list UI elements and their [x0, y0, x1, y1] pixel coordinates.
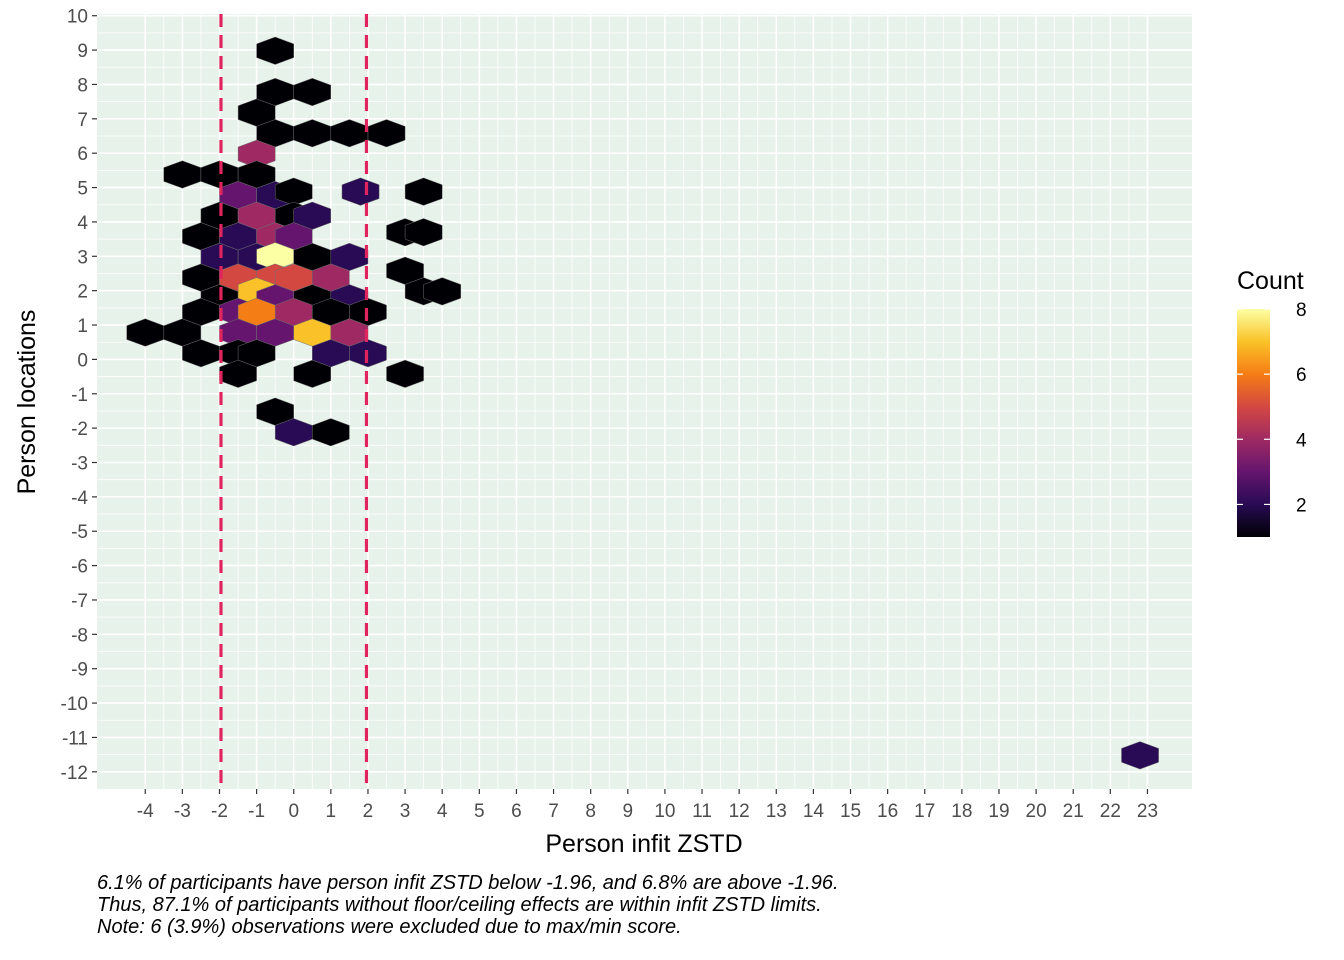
legend-title: Count	[1237, 267, 1304, 295]
x-tick-label: 18	[951, 801, 972, 822]
legend-tick-label: 8	[1296, 300, 1307, 321]
hexagon-bin	[293, 78, 332, 107]
y-tick-label: -2	[71, 419, 88, 440]
y-tick-label: -8	[71, 625, 88, 646]
x-tick-label: 19	[988, 801, 1009, 822]
legend-tick-label: 6	[1296, 365, 1307, 386]
x-tick-label: 6	[511, 801, 522, 822]
y-tick-label: -5	[71, 522, 88, 543]
x-tick-label: 5	[474, 801, 485, 822]
y-tick-label: -6	[71, 557, 88, 578]
x-tick-label: 14	[803, 801, 825, 822]
x-tick-label: 15	[840, 801, 861, 822]
y-tick-label: 8	[77, 75, 88, 96]
x-tick-label: 8	[585, 801, 596, 822]
x-tick-label: -1	[248, 801, 265, 822]
x-tick-label: 17	[914, 801, 935, 822]
y-tick-label: 0	[77, 350, 88, 371]
y-tick-label: 1	[77, 316, 88, 337]
y-tick-label: -12	[61, 763, 88, 784]
x-axis-title: Person infit ZSTD	[545, 830, 742, 858]
caption-line-2: Thus, 87.1% of participants without floo…	[97, 894, 822, 916]
x-tick-label: 22	[1100, 801, 1121, 822]
y-tick-label: -4	[71, 488, 88, 509]
major-gridlines	[97, 14, 1192, 789]
hexbin-chart: -4 -3 -2 -1 0 1 2 3 4 5 6 7 8 9 10 11 12 13 14 15 16 17 18 19 20…	[13, 7, 1307, 858]
x-tick-label: 4	[437, 801, 448, 822]
hexagon-bin	[219, 359, 257, 388]
hexagon-bin	[386, 359, 424, 388]
hexagon-bin	[256, 36, 294, 65]
x-tick-label: 23	[1137, 801, 1158, 822]
hexagon-bin	[404, 218, 443, 247]
x-tick-label: 2	[363, 801, 374, 822]
x-tick-label: 9	[623, 801, 634, 822]
y-tick-label: 5	[77, 179, 88, 200]
x-tick-label: 21	[1063, 801, 1084, 822]
x-tick-label: -4	[137, 801, 154, 822]
y-tick-label: -11	[62, 728, 88, 749]
y-axis-title: Person locations	[13, 310, 41, 495]
x-tick-label: 12	[729, 801, 750, 822]
hexagon-bin	[423, 277, 462, 306]
minor-gridlines	[97, 14, 1192, 789]
y-tick-label: 3	[77, 247, 88, 268]
x-tick-label: 11	[692, 801, 712, 822]
y-tick-label: 10	[67, 7, 88, 28]
y-tick-label: -7	[71, 591, 88, 612]
color-legend: Count 8 6 4 2	[1237, 267, 1307, 537]
y-tick-label: 7	[77, 110, 88, 131]
y-tick-label: -3	[71, 454, 88, 475]
legend-colorbar	[1237, 309, 1270, 537]
x-tick-label: 13	[766, 801, 787, 822]
x-tick-label: -3	[174, 801, 191, 822]
y-tick-label: 6	[77, 144, 88, 165]
legend-tick-label: 2	[1296, 495, 1307, 516]
x-tick-label: 7	[548, 801, 559, 822]
reference-lines	[219, 14, 369, 789]
y-tick-label: -9	[71, 660, 88, 681]
y-tick-label: 4	[77, 213, 88, 234]
hexagon-bin	[341, 177, 380, 206]
y-tick-label: -10	[61, 694, 88, 715]
figure-caption: 6.1% of participants have person infit Z…	[97, 872, 839, 938]
x-tick-label: 3	[400, 801, 411, 822]
hexagon-bin	[404, 177, 443, 206]
y-tick-label: -1	[71, 385, 88, 406]
x-tick-label: 0	[288, 801, 299, 822]
hexagon-bin	[293, 359, 332, 388]
x-tick-label: 1	[326, 801, 337, 822]
x-tick-label: 10	[654, 801, 675, 822]
y-tick-label: 9	[77, 41, 88, 62]
x-tick-label: 20	[1026, 801, 1047, 822]
x-axis: -4 -3 -2 -1 0 1 2 3 4 5 6 7 8 9 10 11 12 13 14 15 16 17 18 19 20…	[137, 789, 1158, 822]
legend-ticks: 8 6 4 2	[1237, 300, 1307, 516]
x-tick-label: 16	[877, 801, 898, 822]
caption-line-1: 6.1% of participants have person infit Z…	[97, 872, 839, 894]
hexagon-bin	[1121, 741, 1159, 770]
y-tick-label: 2	[77, 282, 88, 303]
hexagon-bin	[312, 418, 350, 447]
caption-line-3: Note: 6 (3.9%) observations were exclude…	[97, 916, 682, 938]
legend-tick-label: 4	[1296, 430, 1307, 451]
x-tick-label: -2	[211, 801, 228, 822]
